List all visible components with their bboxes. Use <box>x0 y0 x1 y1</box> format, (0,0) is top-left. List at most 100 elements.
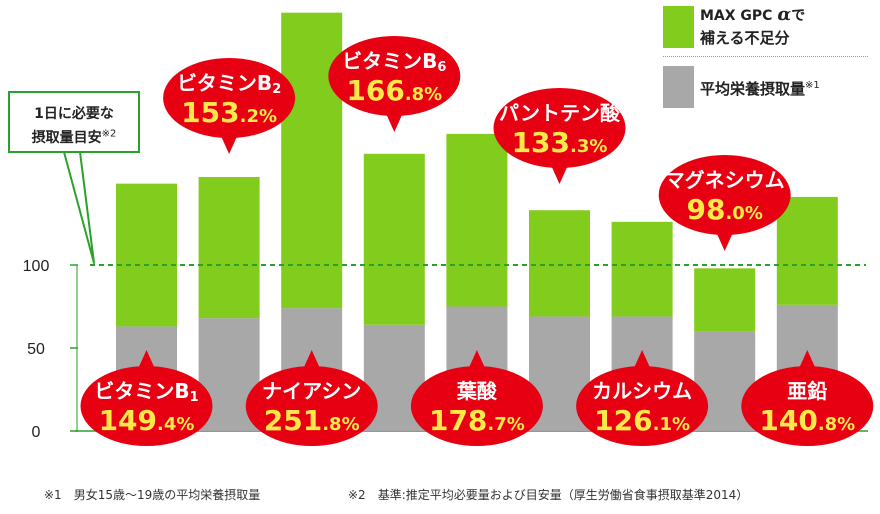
balloon-value-integer: 153 <box>181 96 239 129</box>
balloon-name: ビタミンB2 <box>177 71 281 97</box>
legend-swatch-supplement <box>663 6 694 48</box>
y-tick-label: 50 <box>27 341 45 358</box>
balloon-tail <box>302 350 321 370</box>
balloon-value-decimal: .1% <box>653 414 690 435</box>
balloon-name: ビタミンB1 <box>94 379 198 405</box>
legend-supplement-text: MAX GPC <box>700 8 778 24</box>
bar-supplement-shortfall <box>198 177 260 319</box>
y-tick-label: 0 <box>32 424 41 441</box>
reference-box: 1日に必要な 摂取量目安※2 <box>8 91 140 153</box>
bar-supplement-shortfall <box>363 153 425 325</box>
balloon-tail <box>798 350 817 370</box>
balloon-name-main: 葉酸 <box>456 379 498 403</box>
balloon-body <box>658 155 791 235</box>
balloon-body <box>163 58 296 138</box>
footnote-1: ※1 男女15歳～19歳の平均栄養摂取量 <box>44 488 261 502</box>
balloon-name-main: ビタミンB <box>94 379 189 403</box>
balloon-value-integer: 166 <box>346 74 404 107</box>
balloon-value-decimal: .2% <box>240 106 277 127</box>
balloon-name: 亜鉛 <box>787 379 827 403</box>
balloon-value-integer: 178 <box>429 404 487 437</box>
balloon-body <box>576 366 709 446</box>
balloon-value: 166.8% <box>346 74 442 107</box>
balloon-layer: ビタミンB1149.4%ビタミンB2153.2%ナイアシン251.8%ビタミンB… <box>80 36 874 446</box>
legend-supplement-end: で <box>791 8 806 24</box>
balloon-value: 251.8% <box>264 404 360 437</box>
balloon-value: 133.3% <box>512 126 608 159</box>
reference-box-note: ※2 <box>101 128 117 140</box>
legend-average-text: 平均栄養摂取量 <box>700 80 806 98</box>
balloon-value: 149.4% <box>99 404 195 437</box>
balloon-body <box>245 366 378 446</box>
balloon-value-integer: 149 <box>99 404 157 437</box>
balloon-value-decimal: .0% <box>725 203 762 224</box>
legend-label-supplement: MAX GPC αで 補える不足分 <box>700 4 805 50</box>
balloon-body <box>741 366 874 446</box>
balloon-name-subscript: 1 <box>190 390 199 405</box>
balloon-body <box>410 366 543 446</box>
balloon-value-decimal: .7% <box>487 414 524 435</box>
balloon-name: カルシウム <box>592 379 692 403</box>
balloon-value: 178.7% <box>429 404 525 437</box>
balloon-value-integer: 98 <box>687 193 726 226</box>
balloon-name-main: カルシウム <box>592 379 692 403</box>
legend-alpha: α <box>777 4 792 25</box>
bar-supplement-shortfall <box>281 12 343 309</box>
balloon-name-main: 亜鉛 <box>787 379 827 403</box>
footnote-2: ※2 基準:推定平均必要量および目安量（厚生労働省食事摂取基準2014） <box>348 488 749 502</box>
balloon-tail <box>220 134 239 154</box>
balloon-name-subscript: 2 <box>272 82 281 97</box>
y-tick-label: 100 <box>23 258 50 275</box>
balloon-name: パントテン酸 <box>499 101 621 125</box>
balloon-name-main: ナイアシン <box>262 379 361 403</box>
balloon-tail <box>715 231 734 251</box>
balloon-tail <box>633 350 652 370</box>
balloon-value: 98.0% <box>687 193 763 226</box>
balloon-tail <box>385 112 404 132</box>
bar-supplement-shortfall <box>694 268 756 332</box>
legend-divider <box>663 56 868 57</box>
balloon-name: 葉酸 <box>456 379 498 403</box>
balloon-body <box>493 88 626 168</box>
balloon-value-decimal: .8% <box>322 414 359 435</box>
balloon-body <box>80 366 213 446</box>
balloon-value-decimal: .8% <box>405 84 442 105</box>
balloon-value-decimal: .8% <box>818 414 855 435</box>
reference-box-line2-text: 摂取量目安 <box>31 130 102 146</box>
legend-average-note: ※1 <box>805 80 820 91</box>
balloon-name-main: ビタミンB <box>177 71 272 95</box>
balloon-name-main: パントテン酸 <box>499 101 621 125</box>
balloon-name-subscript: 6 <box>437 60 446 75</box>
balloon-name: ナイアシン <box>262 379 361 403</box>
balloon-tail <box>550 164 569 184</box>
balloon-value-integer: 251 <box>264 404 322 437</box>
balloon-value: 153.2% <box>181 96 277 129</box>
balloon-name: ビタミンB6 <box>342 49 446 75</box>
balloon-body <box>328 36 461 116</box>
balloon-value: 140.8% <box>759 404 855 437</box>
legend-swatch-average <box>663 66 694 108</box>
balloon-value-decimal: .3% <box>570 136 607 157</box>
balloon-name-main: マグネシウム <box>665 168 785 192</box>
balloon-name: マグネシウム <box>665 168 785 192</box>
balloon-value-integer: 133 <box>512 126 570 159</box>
balloon-tail <box>467 350 486 370</box>
balloon-value: 126.1% <box>594 404 690 437</box>
balloon-name-main: ビタミンB <box>342 49 437 73</box>
legend-label-average: 平均栄養摂取量※1 <box>700 78 820 99</box>
balloon-tail <box>137 350 156 370</box>
bar-supplement-shortfall <box>611 221 673 317</box>
bar-supplement-shortfall <box>529 210 590 317</box>
bar-supplement-shortfall <box>446 133 508 307</box>
balloon-value-decimal: .4% <box>157 414 194 435</box>
reference-box-line1: 1日に必要な <box>34 106 114 122</box>
bar-supplement-shortfall <box>776 196 838 305</box>
